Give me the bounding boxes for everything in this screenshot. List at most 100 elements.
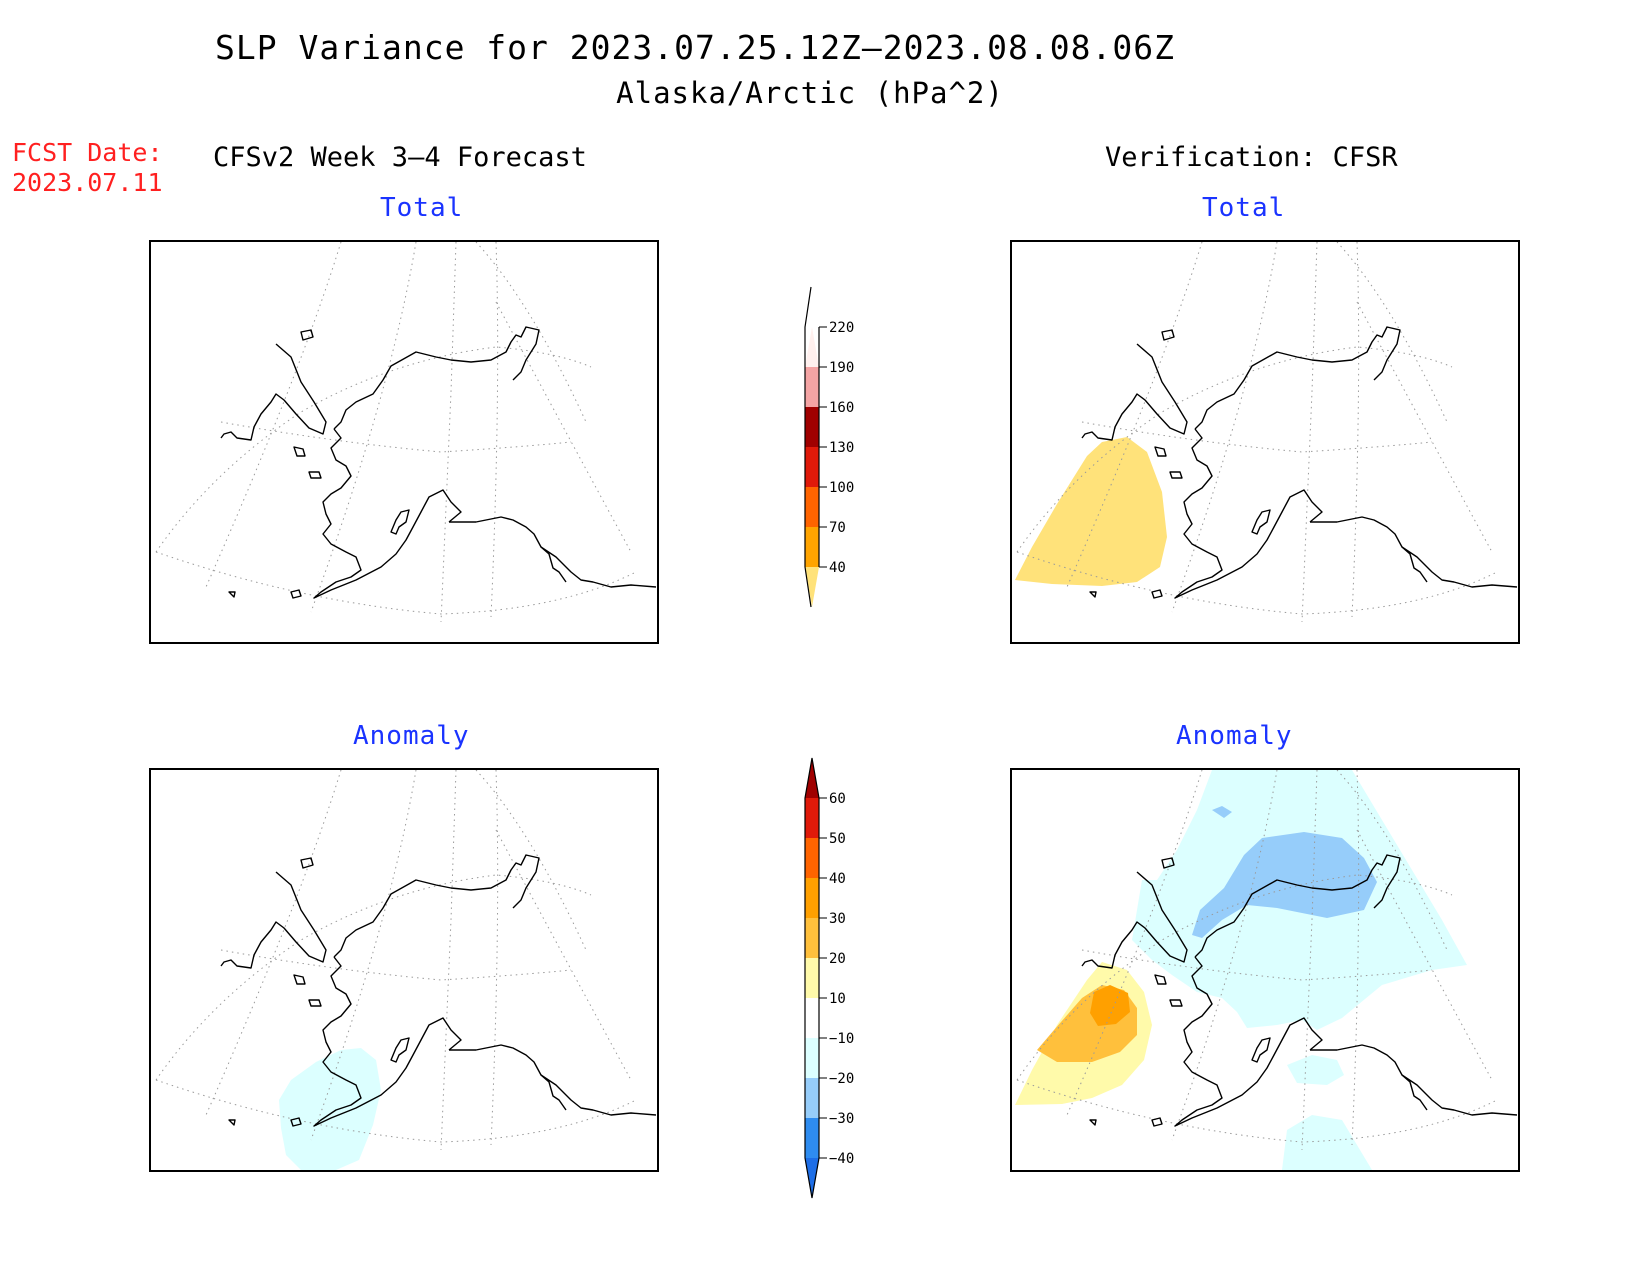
coastline: [220, 343, 327, 441]
coastline: [220, 871, 327, 969]
graticule-line: [1066, 770, 1203, 1116]
colorbar-tick-label: 40: [829, 560, 846, 576]
graticule-line: [1066, 242, 1203, 588]
colorbar-segment: [805, 1118, 819, 1158]
colorbar-segment: [805, 1078, 819, 1118]
anomaly-neg20-neg30-region: [1212, 806, 1232, 818]
coastline: [228, 1119, 236, 1126]
colorbar-segment: [805, 327, 819, 367]
coastline: [333, 854, 540, 958]
graticule-line: [440, 770, 457, 1151]
map-title: SLP Variance for 2023.07.25.12Z–2023.08.…: [215, 28, 1175, 67]
coastline: [300, 857, 314, 869]
colorbar-segment: [805, 567, 819, 607]
coastline: [1194, 326, 1401, 430]
coastline: [1310, 1044, 1518, 1116]
graticule-line: [155, 346, 592, 553]
fcst-date-label: FCST Date:: [12, 138, 163, 167]
coastline: [300, 329, 314, 341]
graticule-line: [205, 242, 342, 588]
coastline: [1251, 1037, 1271, 1063]
coastline: [308, 471, 322, 479]
coastline: [390, 1037, 410, 1063]
coastline: [308, 999, 322, 1007]
forecast-total-label: Total: [380, 193, 464, 223]
coastline: [1161, 857, 1175, 869]
anomaly-neg10-neg20-region: [279, 1048, 381, 1170]
colorbar-tick-label: 70: [829, 520, 846, 536]
coastline: [1154, 446, 1167, 457]
variance-40-70-region: [1015, 437, 1167, 586]
colorbar-segment: [805, 367, 819, 407]
coastline: [540, 1074, 567, 1111]
colorbar-tick-label: −30: [829, 1111, 854, 1127]
coastline: [1081, 871, 1188, 969]
colorbar-tick-label: 20: [829, 951, 846, 967]
anomaly-neg20-neg30-region: [1192, 832, 1377, 938]
coastline: [1089, 1119, 1097, 1126]
colorbar-tick-label: 30: [829, 911, 846, 927]
colorbar-segment: [805, 998, 819, 1038]
colorbar-tick-label: 100: [829, 480, 854, 496]
coastline: [1174, 956, 1323, 1127]
colorbar-segment: [805, 527, 819, 567]
forecast-anomaly-map: [149, 768, 659, 1172]
coastline: [449, 1044, 657, 1116]
anomaly-neg10-neg20-region: [1287, 1055, 1344, 1085]
colorbar-segment: [805, 798, 819, 838]
coastline: [1151, 589, 1163, 599]
coastline: [1161, 329, 1175, 341]
graticule-line: [1016, 874, 1453, 1081]
colorbar-segment: [805, 1158, 819, 1198]
coastline: [1154, 974, 1167, 985]
graticule-line: [220, 421, 572, 453]
colorbar-tick-label: −20: [829, 1071, 854, 1087]
coastline: [1151, 1117, 1163, 1127]
forecast-column-heading: CFSv2 Week 3–4 Forecast: [213, 142, 587, 173]
colorbar-segment: [805, 487, 819, 527]
colorbar-segment: [805, 838, 819, 878]
graticule-line: [1016, 346, 1453, 553]
colorbar-tick-label: 130: [829, 440, 854, 456]
graticule-line: [220, 949, 572, 981]
graticule-line: [440, 242, 457, 623]
verification-total-map: [1010, 240, 1520, 644]
coastline: [293, 446, 306, 457]
graticule-line: [205, 770, 342, 1116]
coastline: [1401, 546, 1428, 583]
coastline: [290, 589, 302, 599]
graticule-line: [1081, 949, 1433, 981]
coastline: [1194, 854, 1401, 958]
anomaly-30-40-region: [1090, 985, 1130, 1026]
verification-column-heading: Verification: CFSR: [1105, 142, 1398, 173]
colorbar-tick-label: 40: [829, 871, 846, 887]
coastline: [313, 428, 462, 599]
colorbar-tick-label: 50: [829, 831, 846, 847]
colorbar-segment: [805, 407, 819, 447]
map-subtitle: Alaska/Arctic (hPa^2): [616, 76, 1004, 110]
forecast-total-map: [149, 240, 659, 644]
graticule-line: [1301, 242, 1318, 623]
coastline: [228, 591, 236, 598]
colorbar-segment: [805, 1038, 819, 1078]
coastline: [1169, 999, 1183, 1007]
colorbar-tick-label: 190: [829, 360, 854, 376]
colorbar-segment: [805, 918, 819, 958]
colorbar-segment: [805, 447, 819, 487]
colorbar-tick-label: −40: [829, 1151, 854, 1167]
coastline: [1169, 471, 1183, 479]
coastline: [293, 974, 306, 985]
graticule-line: [1301, 770, 1318, 1151]
coastline: [1089, 591, 1097, 598]
colorbar-tick-label: −10: [829, 1031, 854, 1047]
graticule-line: [1081, 421, 1433, 453]
verification-anomaly-label: Anomaly: [1176, 721, 1293, 751]
colorbar-tick-label: 10: [829, 991, 846, 1007]
verification-total-label: Total: [1202, 193, 1286, 223]
colorbar-segment: [805, 758, 819, 798]
forecast-anomaly-label: Anomaly: [353, 721, 470, 751]
coastline: [333, 326, 540, 430]
coastline: [290, 1117, 302, 1127]
coastline: [1251, 509, 1271, 535]
